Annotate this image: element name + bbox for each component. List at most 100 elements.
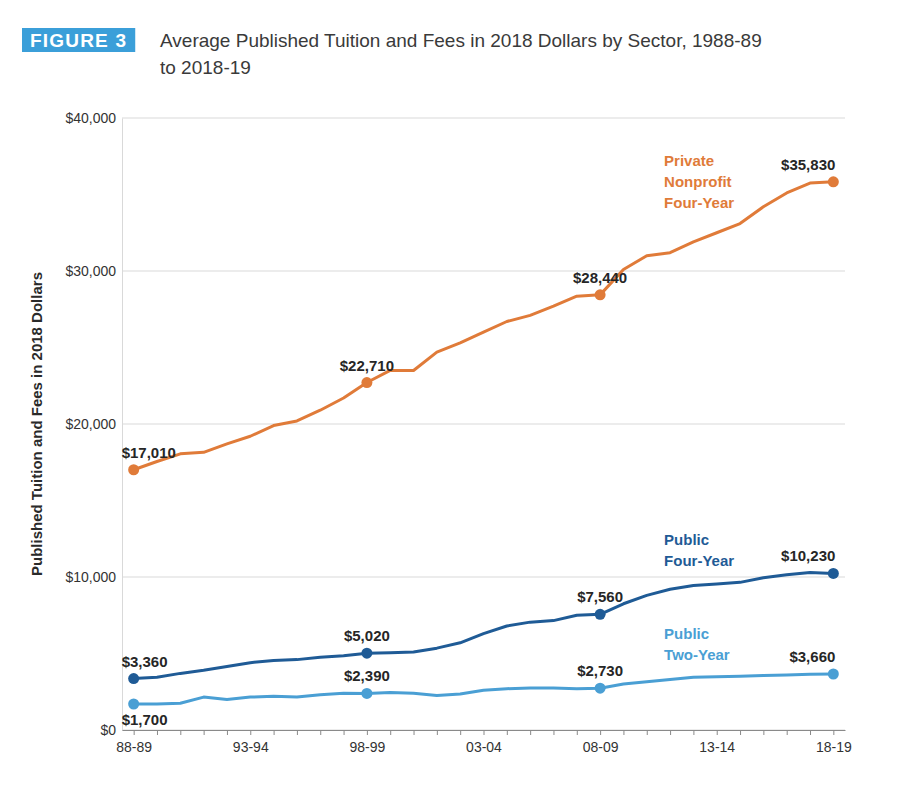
x-tick-mark (180, 730, 181, 735)
x-tick: 08-09 (583, 730, 619, 755)
x-tick (810, 730, 811, 735)
series-name: Private Nonprofit Four-Year (664, 152, 734, 211)
marker (595, 609, 606, 620)
data-label: $3,360 (122, 653, 168, 670)
x-tick (344, 730, 345, 735)
x-tick-mark (693, 730, 694, 735)
x-tick-mark (763, 730, 764, 735)
series-name-line: Nonprofit (664, 173, 731, 190)
x-tick-mark (204, 730, 205, 735)
x-tick-mark (600, 730, 601, 735)
x-tick-mark (320, 730, 321, 735)
title-line: to 2018-19 (160, 57, 251, 78)
x-tick: 03-04 (466, 730, 502, 755)
x-tick-mark (344, 730, 345, 735)
x-tick (740, 730, 741, 735)
y-tick: $0 (100, 722, 122, 738)
y-tick: $20,000 (65, 416, 122, 432)
x-tick (414, 730, 415, 735)
marker (828, 568, 839, 579)
grid-line (122, 577, 845, 578)
x-tick (390, 730, 391, 735)
series-name-line: Two-Year (664, 646, 730, 663)
x-tick (437, 730, 438, 735)
grid (122, 118, 845, 730)
x-tick-mark (297, 730, 298, 735)
marker (361, 648, 372, 659)
grid-line (122, 271, 845, 272)
x-tick (507, 730, 508, 735)
x-tick (763, 730, 764, 735)
x-tick-mark (227, 730, 228, 735)
x-tick-mark (390, 730, 391, 735)
x-tick-mark (740, 730, 741, 735)
x-tick (577, 730, 578, 735)
x-tick: 93-94 (233, 730, 269, 755)
x-tick-mark (647, 730, 648, 735)
x-tick-label: 93-94 (233, 739, 269, 755)
marker (595, 289, 606, 300)
x-tick (460, 730, 461, 735)
series-line (134, 182, 834, 470)
series-name-line: Public (664, 531, 709, 548)
x-tick (787, 730, 788, 735)
x-tick: 98-99 (349, 730, 385, 755)
x-tick: 18-19 (816, 730, 852, 755)
y-tick-label: $10,000 (65, 569, 116, 585)
x-tick-label: 88-89 (116, 739, 152, 755)
x-tick-label: 08-09 (583, 739, 619, 755)
y-tick: $10,000 (65, 569, 122, 585)
data-label: $22,710 (340, 357, 394, 374)
series-line (134, 572, 834, 678)
marker (828, 176, 839, 187)
x-tick-mark (460, 730, 461, 735)
y-tick-label: $20,000 (65, 416, 116, 432)
series-name-line: Four-Year (664, 194, 734, 211)
y-axis-line (122, 119, 123, 731)
x-tick (693, 730, 694, 735)
x-tick (274, 730, 275, 735)
data-label: $2,390 (344, 667, 390, 684)
x-axis: 88-89 93-94 98-99 03-04 08-09 13-14 18-19 (116, 730, 852, 755)
x-tick-mark (717, 730, 718, 735)
x-tick (670, 730, 671, 735)
x-tick-mark (507, 730, 508, 735)
x-tick (530, 730, 531, 735)
x-tick (157, 730, 158, 735)
y-axis-title: Published Tuition and Fees in 2018 Dolla… (28, 272, 45, 576)
x-tick-mark (367, 730, 368, 735)
x-tick-mark (414, 730, 415, 735)
figure-badge-box (22, 28, 135, 52)
x-tick: 13-14 (699, 730, 735, 755)
labels: $17,010$22,710$28,440$35,830PrivateNonpr… (122, 152, 836, 728)
marker (128, 464, 139, 475)
x-tick-mark (484, 730, 485, 735)
marker (128, 698, 139, 709)
grid-line (122, 424, 845, 425)
x-tick-mark (134, 730, 135, 735)
x-tick-mark (670, 730, 671, 735)
data-label: $5,020 (344, 627, 390, 644)
x-tick-mark (810, 730, 811, 735)
title: Average Published Tuition and Fees in 20… (160, 30, 762, 78)
x-tick-mark (833, 730, 834, 735)
title-line: Average Published Tuition and Fees in 20… (160, 30, 762, 51)
y-axis: $0$10,000$20,000$30,000$40,000 (65, 110, 122, 738)
data-label: $17,010 (122, 444, 176, 461)
data-label: $1,700 (122, 711, 168, 728)
x-tick-label: 03-04 (466, 739, 502, 755)
y-tick-label: $0 (100, 722, 116, 738)
series-name: PublicFour-Year (664, 531, 734, 569)
x-tick-mark (553, 730, 554, 735)
x-tick-mark (437, 730, 438, 735)
x-tick (320, 730, 321, 735)
marker (361, 688, 372, 699)
x-tick (297, 730, 298, 735)
x-tick-mark (577, 730, 578, 735)
series-name: PublicTwo-Year (664, 625, 730, 663)
data-label: $28,440 (573, 269, 627, 286)
x-tick-mark (274, 730, 275, 735)
x-tick-mark (250, 730, 251, 735)
x-tick (180, 730, 181, 735)
series-name-line: Private (664, 152, 714, 169)
